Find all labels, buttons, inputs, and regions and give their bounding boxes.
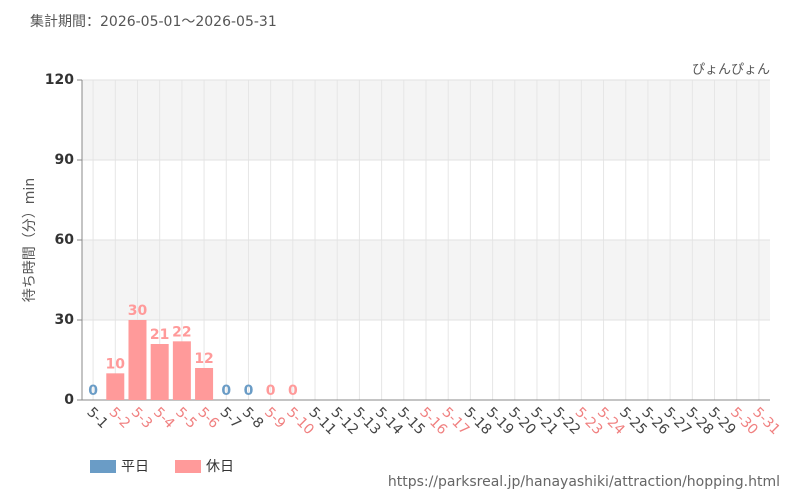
legend-label: 平日 [121, 459, 149, 475]
data-label: 0 [88, 383, 98, 399]
bar [106, 373, 125, 400]
y-tick-label: 0 [64, 392, 74, 408]
period: 集計期間：2026-05-01～2026-05-31 [30, 13, 277, 30]
y-tick-label: 90 [55, 152, 75, 168]
bar [150, 344, 169, 400]
bar [172, 341, 191, 400]
x-tick-label: 5-1 [83, 404, 110, 431]
data-label: 0 [266, 383, 276, 399]
data-label: 22 [172, 324, 191, 340]
y-tick-label: 60 [55, 232, 75, 248]
data-label: 12 [194, 351, 213, 367]
legend-label: 休日 [206, 459, 234, 475]
x-tick-label: 5-7 [217, 404, 244, 431]
x-tick-label: 5-9 [261, 404, 288, 431]
source: https://parksreal.jp/hanayashiki/attract… [388, 474, 780, 490]
legend-swatch [175, 460, 201, 473]
x-tick-label: 5-3 [128, 404, 155, 431]
y-axis-label: 待ち時間（分）min [22, 178, 38, 302]
y-tick-label: 30 [55, 312, 75, 328]
x-tick-label: 5-6 [194, 404, 222, 432]
x-tick-label: 5-8 [239, 404, 266, 431]
bar [128, 320, 147, 400]
x-tick-label: 5-4 [150, 404, 178, 432]
data-label: 21 [150, 327, 169, 343]
bar [195, 368, 214, 400]
legend-swatch [90, 460, 116, 473]
data-label: 0 [244, 383, 254, 399]
x-tick-label: 5-2 [106, 404, 133, 431]
data-label: 0 [221, 383, 231, 399]
chart-title: ぴょんぴょん [692, 63, 770, 78]
data-label: 10 [106, 356, 126, 372]
data-label: 30 [128, 303, 148, 319]
x-tick-label: 5-5 [172, 404, 199, 431]
y-tick-label: 120 [45, 72, 74, 88]
data-label: 0 [288, 383, 298, 399]
